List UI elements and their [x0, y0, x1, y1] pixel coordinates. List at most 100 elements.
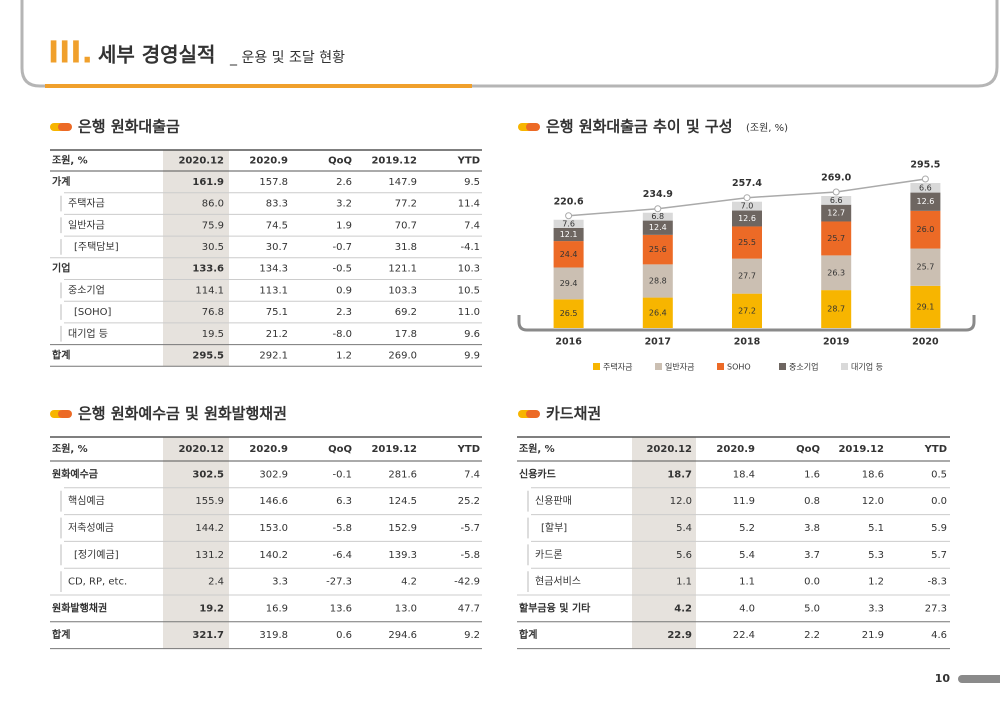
cell: 5.9 — [931, 523, 947, 534]
bar-segment — [821, 255, 852, 291]
segment-label: 12.1 — [560, 230, 578, 239]
cell: 10.5 — [458, 285, 480, 296]
page-number: 10 — [935, 672, 951, 685]
cell: 47.7 — [458, 603, 480, 614]
row-label: 합계 — [519, 628, 537, 641]
cell: -5.7 — [460, 523, 480, 534]
highlight-column — [163, 437, 229, 649]
bar-segment — [732, 226, 762, 259]
cell: 103.3 — [388, 285, 417, 296]
row-label: 저축성예금 — [68, 522, 114, 534]
column-header: 2019.12 — [371, 444, 417, 455]
cell: -42.9 — [454, 577, 480, 588]
bar-segment — [732, 201, 762, 211]
cell: 5.3 — [868, 550, 884, 561]
cell: 5.6 — [676, 550, 692, 561]
x-tick-label: 2017 — [645, 337, 671, 348]
row-label: 신용판매 — [535, 495, 572, 507]
cell: -8.3 — [927, 577, 947, 588]
legend-swatch — [779, 363, 786, 370]
cell: 70.7 — [395, 220, 417, 231]
segment-label: 6.6 — [830, 196, 843, 205]
column-header: 조원, % — [52, 442, 88, 455]
cell: 2.6 — [336, 177, 352, 188]
row-label: 합계 — [52, 348, 70, 361]
cell: 1.1 — [676, 577, 692, 588]
column-header: 2020.12 — [646, 444, 692, 455]
x-tick-label: 2018 — [734, 337, 761, 348]
cell: 7.4 — [464, 220, 480, 231]
cell: 2.3 — [336, 307, 352, 318]
cell: 13.6 — [330, 603, 352, 614]
header-frame — [20, 0, 999, 88]
chart-title: 은행 원화대출금 추이 및 구성 — [546, 118, 733, 136]
cell: -27.3 — [326, 577, 352, 588]
column-header: 조원, % — [52, 154, 88, 167]
row-label: 합계 — [52, 628, 70, 641]
cell: 302.5 — [192, 469, 224, 480]
cell: 4.2 — [674, 603, 692, 614]
cell: 157.8 — [259, 177, 288, 188]
cell: 3.2 — [336, 199, 352, 210]
segment-label: 25.5 — [738, 238, 756, 247]
legend-swatch — [841, 363, 848, 370]
total-marker — [565, 212, 573, 220]
row-label: [주택담보] — [74, 241, 119, 253]
column-header: 2019.12 — [371, 156, 417, 167]
cell: 0.6 — [336, 630, 352, 641]
segment-label: 27.7 — [738, 272, 756, 281]
cell: 6.3 — [336, 496, 352, 507]
cell: 139.3 — [388, 550, 417, 561]
row-label: 현금서비스 — [535, 576, 581, 588]
cell: 113.1 — [259, 285, 288, 296]
cell: 18.6 — [862, 469, 884, 480]
total-marker — [743, 194, 751, 202]
header-title: 세부 경영실적 — [98, 43, 215, 67]
segment-label: 6.8 — [651, 212, 664, 221]
column-header: QoQ — [328, 156, 352, 167]
cell: 321.7 — [192, 630, 224, 641]
cell: 5.2 — [739, 523, 755, 534]
legend-swatch — [593, 363, 600, 370]
legend-label: 일반자금 — [665, 363, 694, 372]
legend-swatch — [655, 363, 662, 370]
cell: -5.8 — [460, 550, 480, 561]
cell: 0.0 — [931, 496, 947, 507]
cell: 12.0 — [862, 496, 884, 507]
cell: 1.1 — [739, 577, 755, 588]
section-icon — [518, 410, 540, 418]
segment-label: 26.4 — [649, 308, 667, 317]
total-marker — [832, 188, 840, 196]
cell: 124.5 — [388, 496, 417, 507]
cell: 22.4 — [733, 630, 755, 641]
cell: 147.9 — [388, 177, 417, 188]
cell: 1.6 — [804, 469, 820, 480]
segment-label: 27.2 — [738, 306, 756, 315]
segment-label: 26.3 — [827, 268, 845, 277]
segment-label: 6.6 — [919, 183, 932, 192]
column-header: 2020.9 — [716, 444, 755, 455]
cell: 13.0 — [395, 603, 417, 614]
cell: 11.0 — [458, 307, 480, 318]
segment-label: 26.0 — [916, 225, 934, 234]
cell: 152.9 — [388, 523, 417, 534]
bar-segment — [642, 234, 673, 265]
bar-segment — [821, 290, 852, 328]
column-header: 조원, % — [519, 442, 555, 455]
cell: 9.6 — [464, 329, 480, 340]
cell: -0.7 — [332, 242, 352, 253]
bar-segment — [821, 221, 852, 256]
bar-segment — [821, 204, 852, 222]
row-label: [할부] — [541, 522, 567, 534]
cell: 2.4 — [208, 577, 224, 588]
section-icon — [518, 123, 540, 131]
column-header: 2020.9 — [249, 156, 288, 167]
bar-segment — [910, 210, 941, 249]
cell: 10.3 — [458, 264, 480, 275]
cell: 4.0 — [739, 603, 755, 614]
column-header: QoQ — [796, 444, 820, 455]
cell: 3.7 — [804, 550, 820, 561]
cell: 121.1 — [388, 264, 417, 275]
header-subtitle: _ 운용 및 조달 현황 — [229, 50, 345, 66]
